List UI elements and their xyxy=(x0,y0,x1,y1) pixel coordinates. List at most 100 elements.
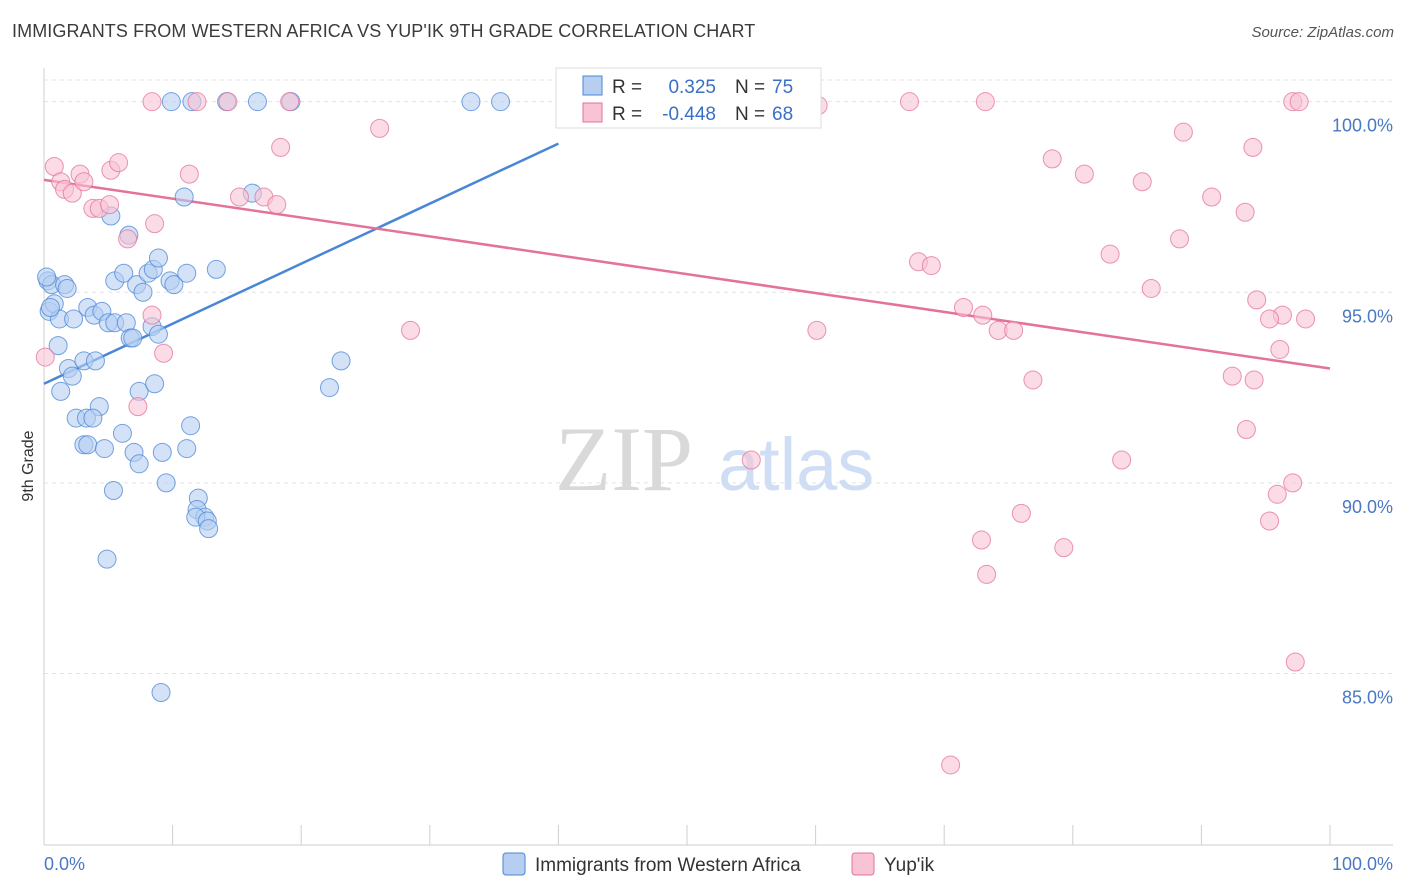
y-tick-label-1: 90.0% xyxy=(1342,497,1393,517)
yupik-point-4 xyxy=(62,183,82,203)
yupik-point-59 xyxy=(1236,420,1256,440)
immigrants-point-25 xyxy=(114,263,134,283)
yupik-point-57 xyxy=(1222,366,1242,386)
immigrants-point-55 xyxy=(94,439,114,459)
yupik-point-60 xyxy=(741,450,761,470)
axes xyxy=(43,68,1393,846)
stats-swatch-pink xyxy=(582,102,603,123)
y-tick-label-0: 85.0% xyxy=(1342,687,1393,707)
stats-n-label-1: N = xyxy=(735,77,765,98)
legend-swatch-immigrants xyxy=(502,852,526,876)
stats-swatch-blue xyxy=(582,75,603,96)
yupik-point-45 xyxy=(1247,290,1267,310)
stats-r-value-2: -0.448 xyxy=(662,104,716,125)
yupik-point-68 xyxy=(977,564,997,584)
immigrants-point-27 xyxy=(133,282,153,302)
yupik-point-14 xyxy=(179,164,199,184)
yupik-point-56 xyxy=(1023,370,1043,390)
immigrants-point-61 xyxy=(156,473,176,493)
yupik-point-36 xyxy=(1235,202,1255,222)
yupik-point-62 xyxy=(1283,473,1303,493)
series-immigrants-points xyxy=(37,92,511,703)
immigrants-point-51 xyxy=(83,408,103,428)
legend-label-immigrants: Immigrants from Western Africa xyxy=(535,855,801,876)
stats-n-value-1: 75 xyxy=(772,77,793,98)
stats-r-label-2: R = xyxy=(612,104,642,125)
yupik-point-19 xyxy=(370,118,390,138)
immigrants-point-58 xyxy=(177,439,197,459)
yupik-point-51 xyxy=(1004,320,1024,340)
chart-title: IMMIGRANTS FROM WESTERN AFRICA VS YUP'IK… xyxy=(12,21,756,41)
immigrants-point-6 xyxy=(57,278,77,298)
yupik-point-20 xyxy=(142,92,162,112)
yupik-point-65 xyxy=(1011,503,1031,523)
immigrants-point-37 xyxy=(174,187,194,207)
yupik-point-29 xyxy=(1289,92,1309,112)
yupik-point-58 xyxy=(1244,370,1264,390)
yupik-point-41 xyxy=(973,305,993,325)
yupik-point-46 xyxy=(1260,309,1280,329)
immigrants-point-57 xyxy=(152,442,172,462)
yupik-point-61 xyxy=(1112,450,1132,470)
yupik-point-18 xyxy=(271,137,291,157)
immigrants-point-32 xyxy=(164,275,184,295)
immigrants-point-13 xyxy=(85,351,105,371)
yupik-point-35 xyxy=(1202,187,1222,207)
yupik-point-33 xyxy=(1173,122,1193,142)
yupik-point-67 xyxy=(1054,538,1074,558)
yupik-point-30 xyxy=(1042,149,1062,169)
immigrants-point-30 xyxy=(148,248,168,268)
yupik-point-54 xyxy=(154,343,174,363)
immigrants-point-47 xyxy=(145,374,165,394)
legend-label-yupik: Yup'ik xyxy=(884,855,935,876)
bottom-legend: Immigrants from Western Africa Yup'ik xyxy=(502,852,935,876)
yupik-point-23 xyxy=(280,92,300,112)
yupik-point-6 xyxy=(74,172,94,192)
y-tick-label-2: 95.0% xyxy=(1342,306,1393,326)
watermark-zip: ZIP xyxy=(555,408,693,510)
immigrants-point-44 xyxy=(461,92,481,112)
watermark: ZIP atlas xyxy=(555,408,874,510)
yupik-point-26 xyxy=(899,92,919,112)
y-tick-labels: 85.0% 90.0% 95.0% 100.0% xyxy=(1332,116,1393,708)
yupik-point-9 xyxy=(100,195,120,215)
immigrants-point-39 xyxy=(161,92,181,112)
yupik-point-32 xyxy=(1132,172,1152,192)
yupik-point-42 xyxy=(953,298,973,318)
yupik-point-11 xyxy=(109,153,129,173)
yupik-point-69 xyxy=(1285,652,1305,672)
immigrants-point-74 xyxy=(40,298,60,318)
x-tick-labels: 0.0% 100.0% xyxy=(44,854,1393,874)
yupik-point-64 xyxy=(1260,511,1280,531)
x-tick-label-0: 0.0% xyxy=(44,854,85,874)
y-axis-label: 9th Grade xyxy=(20,430,37,501)
yupik-point-47 xyxy=(1296,309,1316,329)
yupik-point-49 xyxy=(807,320,827,340)
stats-legend: R = 0.325 N = 75 R = -0.448 N = 68 xyxy=(555,67,822,129)
immigrants-point-10 xyxy=(62,366,82,386)
yupik-point-21 xyxy=(187,92,207,112)
yupik-point-53 xyxy=(142,305,162,325)
stats-n-value-2: 68 xyxy=(772,104,793,125)
yupik-point-15 xyxy=(229,187,249,207)
stats-n-label-2: N = xyxy=(735,104,765,125)
yupik-point-27 xyxy=(975,92,995,112)
yupik-point-70 xyxy=(941,755,961,775)
immigrants-point-71 xyxy=(331,351,351,371)
yupik-point-34 xyxy=(1243,137,1263,157)
immigrants-point-23 xyxy=(148,324,168,344)
immigrants-point-54 xyxy=(78,435,98,455)
immigrants-trend-line xyxy=(43,142,559,385)
grid xyxy=(44,79,1393,674)
y-tick-label-3: 100.0% xyxy=(1332,116,1393,136)
yupik-point-12 xyxy=(145,214,165,234)
yupik-point-38 xyxy=(1100,244,1120,264)
immigrants-point-11 xyxy=(51,381,71,401)
yupik-point-63 xyxy=(1267,484,1287,504)
yupik-point-17 xyxy=(267,195,287,215)
immigrants-point-59 xyxy=(181,416,201,436)
yupik-point-0 xyxy=(35,347,55,367)
immigrants-point-70 xyxy=(319,378,339,398)
source-label: Source: ZipAtlas.com xyxy=(1251,24,1394,41)
immigrants-point-69 xyxy=(97,549,117,569)
